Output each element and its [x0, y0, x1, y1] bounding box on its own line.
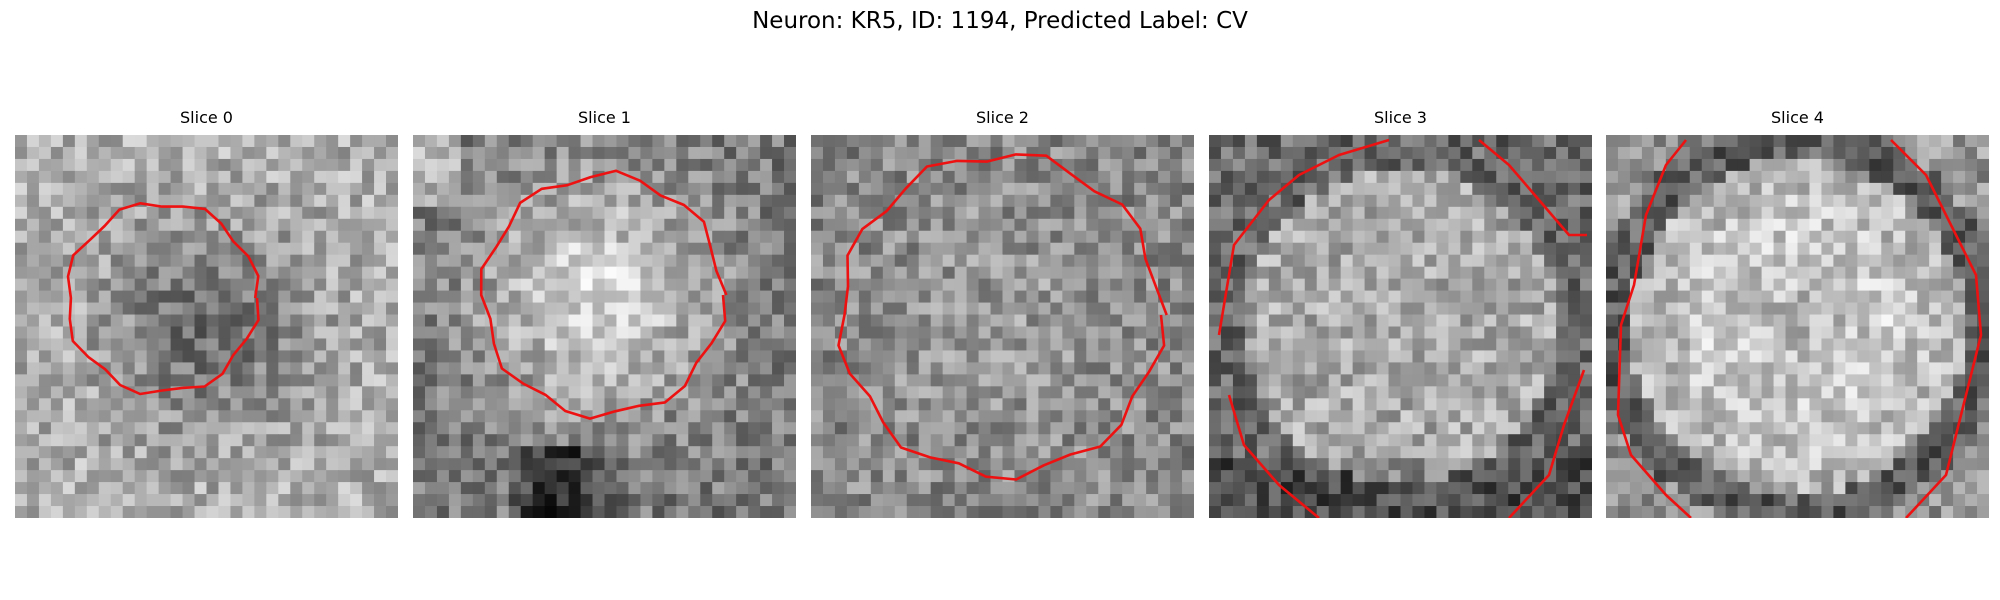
contour-line-3-0 — [1217, 138, 1390, 336]
slice-image-2 — [811, 135, 1194, 518]
slice-pixels-4 — [1606, 135, 1989, 518]
contour-line-0-0 — [66, 202, 260, 396]
contour-line-3-3 — [1508, 369, 1586, 518]
contour-line-4-1 — [1890, 139, 1983, 518]
slice-pixels-3 — [1209, 135, 1592, 518]
panel-title-slice-4: Slice 4 — [1771, 108, 1824, 127]
slice-image-0 — [15, 135, 398, 518]
slice-pixels-2 — [811, 135, 1194, 518]
figure-title: Neuron: KR5, ID: 1194, Predicted Label: … — [752, 8, 1248, 34]
slice-image-3 — [1209, 135, 1592, 518]
panel-title-slice-0: Slice 0 — [180, 108, 233, 127]
contour-line-1-0 — [479, 169, 728, 420]
slice-pixels-0 — [15, 135, 398, 518]
panel-title-slice-1: Slice 1 — [578, 108, 631, 127]
slice-image-1 — [413, 135, 796, 518]
panel-title-slice-2: Slice 2 — [976, 108, 1029, 127]
panel-title-slice-3: Slice 3 — [1374, 108, 1427, 127]
contour-line-3-2 — [1227, 394, 1320, 518]
contour-line-4-0 — [1616, 139, 1692, 518]
slice-pixels-1 — [413, 135, 796, 518]
slice-image-4 — [1606, 135, 1989, 518]
contour-line-3-1 — [1478, 139, 1587, 237]
contour-line-2-0 — [837, 153, 1168, 481]
